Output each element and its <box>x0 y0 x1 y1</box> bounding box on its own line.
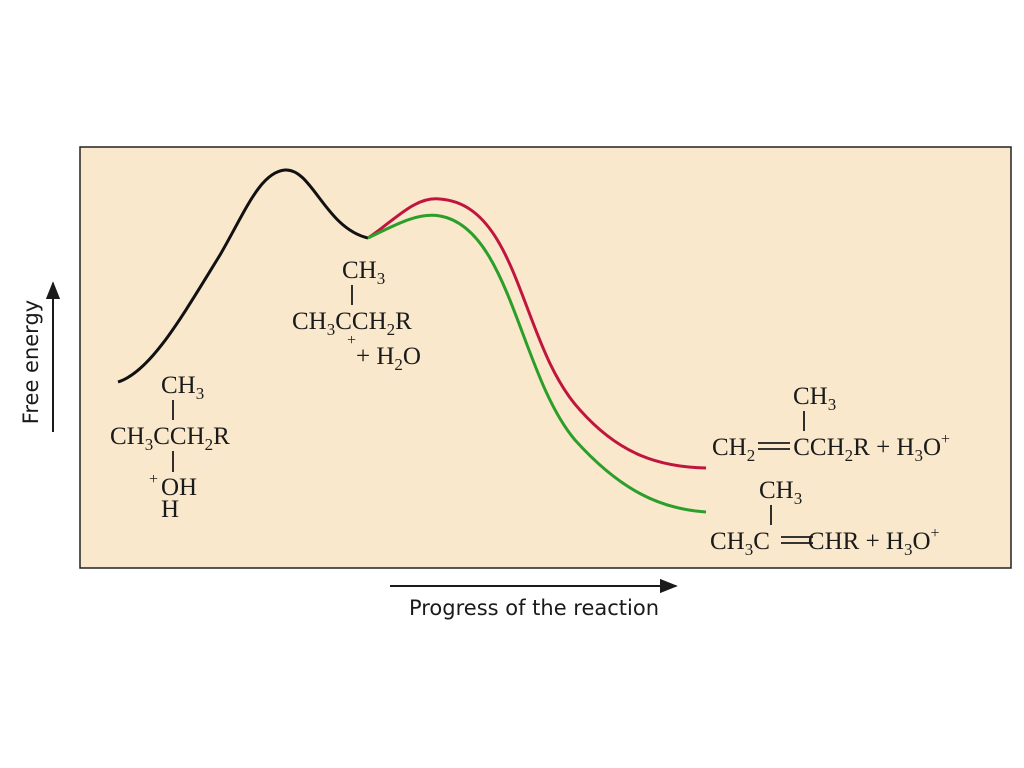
reactant-oxonium-hydrogen: H <box>161 496 179 523</box>
y-axis-label: Free energy <box>19 300 43 424</box>
product-upper: CH3 CH2 CCH2R + H3O+ <box>712 383 950 465</box>
intermediate-methyl: CH3 <box>342 257 385 288</box>
product-lower-formula: CH3C CHR + H3O+ <box>710 525 940 559</box>
reactant-oxonium: OH <box>161 474 197 501</box>
intermediate-chain: CH3CCH2R <box>292 308 412 339</box>
reactant-oxonium-charge: + <box>149 471 158 488</box>
x-axis-label: Progress of the reaction <box>409 596 659 620</box>
reactant-protonated-alcohol: CH3 CH3CCH2R + OH H <box>110 372 230 523</box>
carbocation-intermediate: CH3 CH3CCH2R + + H2O <box>292 257 421 374</box>
energy-curve-upper-product <box>367 197 707 470</box>
intermediate-water: + H2O <box>356 343 421 374</box>
diagram-frame <box>79 146 1012 569</box>
diagram-panel <box>80 147 1011 568</box>
reactant-chain: CH3CCH2R <box>110 423 230 454</box>
product-upper-methyl: CH3 <box>793 383 836 414</box>
reactant-methyl: CH3 <box>161 372 204 403</box>
product-lower: CH3 CH3C CHR + H3O+ <box>710 477 940 559</box>
energy-curve-common <box>117 168 369 384</box>
intermediate-charge: + <box>347 332 356 349</box>
product-upper-formula: CH2 CCH2R + H3O+ <box>712 431 950 465</box>
product-lower-methyl: CH3 <box>759 477 802 508</box>
energy-curve-lower-product <box>367 213 707 514</box>
